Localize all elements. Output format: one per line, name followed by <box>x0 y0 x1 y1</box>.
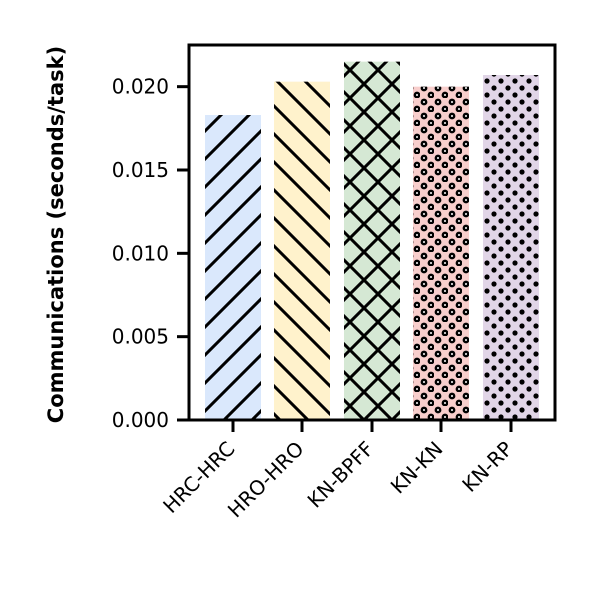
y-tick-label: 0.000 <box>112 408 169 432</box>
bar-hatch <box>205 115 261 420</box>
x-tick-label: HRO-HRO <box>223 437 309 523</box>
y-tick-label: 0.015 <box>112 158 169 182</box>
y-axis: 0.000 0.005 0.010 0.015 0.020 <box>112 75 189 432</box>
bar <box>413 86 469 421</box>
x-tick-label: KN-BPFF <box>303 437 379 513</box>
plot-frame <box>187 43 557 422</box>
bar-hatch <box>344 61 400 421</box>
bar-hatch <box>274 81 330 421</box>
y-tick-label: 0.005 <box>112 325 169 349</box>
bar <box>344 61 400 421</box>
y-axis-label: Communications (seconds/task) <box>44 46 68 423</box>
bar-hatch <box>413 86 469 421</box>
y-tick-label: 0.020 <box>112 75 169 99</box>
x-tick-label: KN-RP <box>457 437 517 497</box>
bar <box>274 81 330 421</box>
x-tick-label: KN-KN <box>386 437 448 499</box>
bar <box>205 115 261 420</box>
y-tick-label: 0.010 <box>112 241 169 265</box>
bar <box>483 75 539 420</box>
bar-hatch <box>483 75 539 420</box>
bars-group <box>205 61 539 421</box>
